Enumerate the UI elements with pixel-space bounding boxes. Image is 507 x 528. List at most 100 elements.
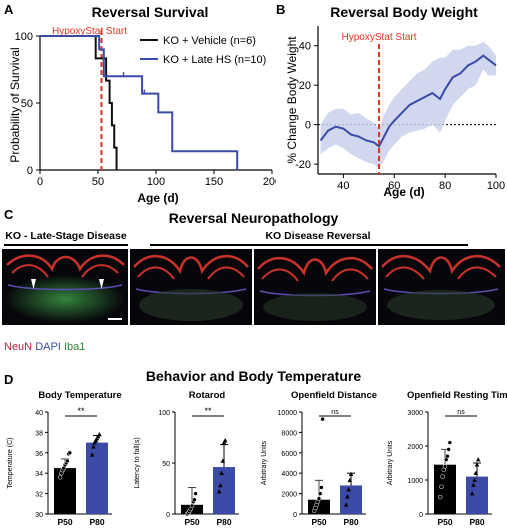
bar-y-tick-label: 40 (35, 410, 43, 417)
bar-p80 (213, 467, 235, 514)
survival-x-tick-label: 200 (263, 176, 276, 188)
survival-ylabel: Probability of Survival (8, 47, 22, 162)
bar-chart-title: Openfield Distance (291, 390, 377, 401)
bar-y-tick-label: 100 (158, 410, 170, 417)
data-point (219, 470, 224, 475)
data-point (447, 440, 453, 445)
data-point (67, 450, 73, 456)
bar-chart-title: Rotarod (189, 390, 226, 401)
data-point (469, 491, 475, 496)
bar-chart-title: Body Temperature (38, 390, 121, 401)
bar-p80 (340, 485, 362, 514)
body-weight-y-tick-label: 0 (305, 120, 311, 132)
survival-series-2 (40, 35, 239, 170)
data-point (439, 484, 444, 490)
bar-x-tick-label: P80 (89, 517, 104, 527)
data-point (189, 503, 195, 509)
survival-x-tick-label: 0 (37, 176, 43, 188)
bar-x-tick-label: P50 (184, 517, 199, 527)
bar-y-label: Arbitrary Units (387, 440, 394, 485)
panel-letter-a: A (4, 2, 14, 17)
body-weight-y-tick-label: 40 (299, 41, 311, 53)
data-point (343, 502, 349, 507)
body-temperature-chart: Body Temperature Temperature (C) 30 32 34 36 3… (7, 390, 122, 527)
bar-y-tick-label: 0 (419, 512, 423, 519)
survival-x-tick-label: 100 (147, 176, 165, 188)
late-stage-header: KO - Late-Stage Disease (5, 230, 127, 242)
bar-p50 (434, 464, 456, 514)
reversal-underline (150, 244, 468, 246)
micrograph-reversal-2 (254, 249, 376, 325)
data-point (89, 452, 95, 457)
data-point (319, 485, 324, 490)
data-point (65, 458, 70, 464)
data-point (442, 464, 448, 469)
openfield-resting-chart: Openfield Resting Time Arbitrary Units 0 10… (387, 390, 507, 527)
data-point (317, 491, 323, 496)
body-weight-x-tick-label: 60 (388, 180, 400, 192)
bar-chart-title: Openfield Resting Time (407, 390, 507, 401)
data-point (445, 453, 450, 459)
bar-y-tick-label: 36 (35, 451, 43, 458)
bar-y-tick-label: 2000 (281, 492, 297, 499)
body-weight-title: Reversal Body Weight (330, 4, 478, 20)
bar-p50 (54, 468, 76, 514)
bar-x-tick-label: P50 (57, 517, 72, 527)
data-point (345, 494, 350, 499)
bar-y-tick-label: 4000 (281, 471, 297, 478)
bar-p80 (86, 442, 108, 514)
body-weight-x-tick-label: 80 (439, 180, 451, 192)
significance-label: ns (457, 409, 465, 416)
bar-x-tick-label: P80 (469, 517, 484, 527)
reversal-header: KO Disease Reversal (265, 230, 371, 242)
bar-y-tick-label: 2000 (407, 444, 423, 451)
panel-letter-b: B (276, 2, 286, 17)
body-weight-ylabel: % Change Body Weight (285, 36, 299, 164)
body-weight-x-tick-label: 100 (487, 180, 505, 192)
hypoxystat-start-label: HypoxyStat Start (342, 32, 417, 43)
significance-label: ns (331, 409, 339, 416)
bar-x-tick-label: P80 (216, 517, 231, 527)
data-point (346, 487, 351, 492)
survival-x-tick-label: 50 (92, 176, 104, 188)
hypoxystat-start-label: HypoxyStat Start (52, 26, 127, 37)
data-point (220, 458, 226, 463)
survival-title: Reversal Survival (92, 4, 209, 20)
data-point (192, 497, 197, 502)
survival-series-1 (40, 35, 118, 170)
data-point (446, 447, 451, 452)
data-point (316, 496, 322, 501)
bar-y-label: Temperature (C) (7, 438, 14, 489)
body-weight-mean-line (319, 54, 497, 148)
bar-y-label: Arbitrary Units (261, 440, 268, 485)
data-point (437, 494, 443, 500)
micrograph-late-stage (2, 249, 128, 325)
bar-x-tick-label: P50 (311, 517, 326, 527)
data-point (320, 416, 325, 422)
data-point (473, 470, 479, 475)
data-point (218, 482, 223, 488)
rotarod-chart: Rotarod Latency to fall(s) 0 50 100 P50 P80 ** (134, 390, 239, 527)
stain-legend: NeuN DAPI Iba1 (4, 341, 85, 353)
legend-label-2: KO + Late HS (n=10) (163, 54, 266, 66)
data-point (57, 475, 63, 480)
bar-y-tick-label: 30 (35, 512, 43, 519)
late-stage-underline (4, 244, 128, 246)
survival-y-tick-label: 100 (15, 31, 33, 43)
data-point (193, 491, 198, 496)
data-point (474, 462, 480, 467)
bar-y-tick-label: 1000 (407, 478, 423, 485)
body-weight-y-tick-label: 20 (299, 80, 311, 92)
micrograph-reversal-3 (378, 249, 505, 325)
body-weight-x-tick-label: 40 (337, 180, 349, 192)
openfield-distance-chart: Openfield Distance Arbitrary Units 0 2000 40… (261, 390, 377, 527)
data-point (216, 489, 222, 494)
survival-y-tick-label: 50 (21, 98, 33, 110)
bar-y-label: Latency to fall(s) (134, 437, 141, 488)
bar-x-tick-label: P80 (343, 517, 358, 527)
body-weight-chart: Reversal Body Weight 40 60 80 100 -20 0 20 40 Hy… (285, 4, 505, 199)
data-point (472, 477, 477, 482)
bar-y-tick-label: 10000 (278, 410, 298, 417)
legend-label-1: KO + Vehicle (n=6) (163, 35, 256, 47)
bar-y-tick-label: 3000 (407, 410, 423, 417)
